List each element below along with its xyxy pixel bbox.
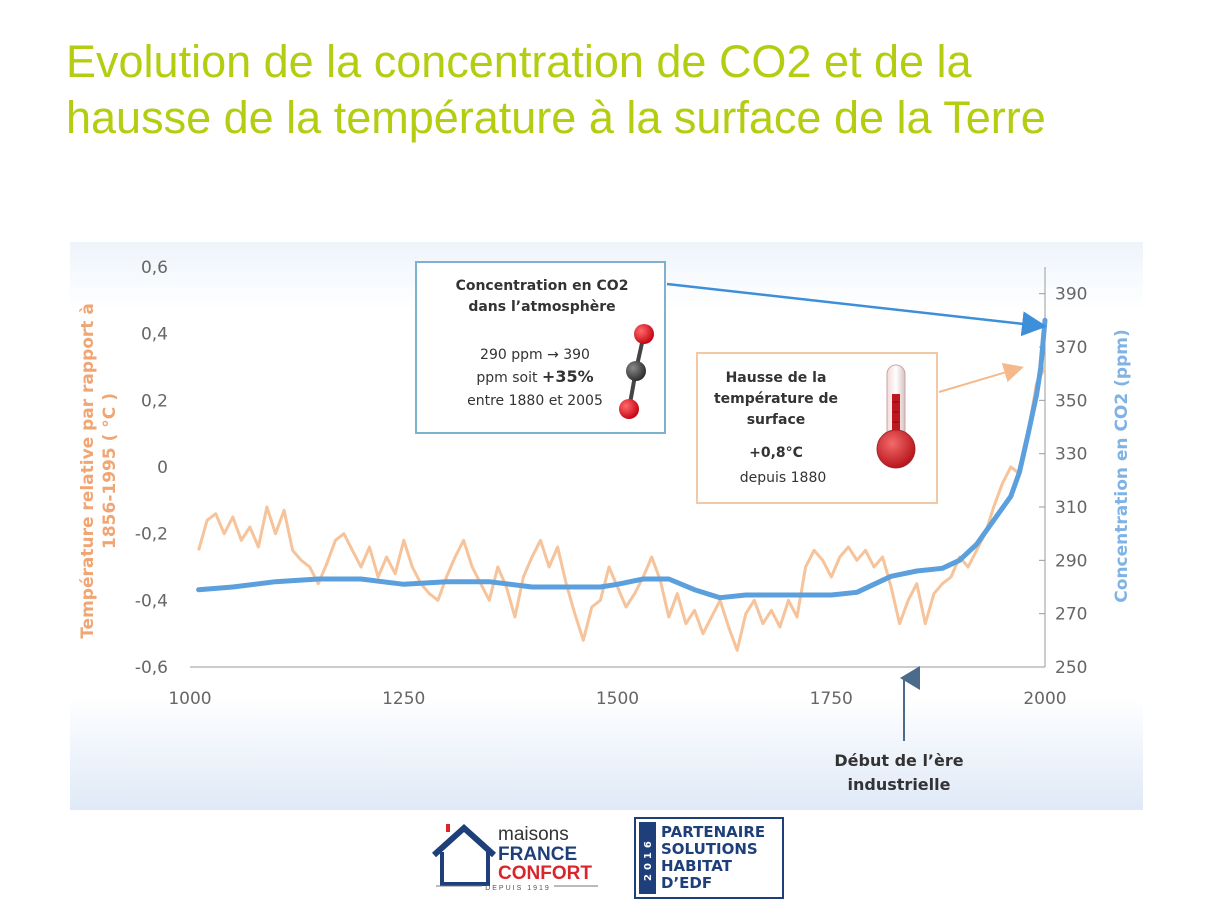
maisons-france-confort-logo: maisons FRANCE CONFORT DEPUIS 1919 (432, 823, 598, 892)
left-axis-label-line2: 1856-1995 ( °C ) (100, 393, 120, 549)
co2-box-percent: +35% (542, 367, 594, 386)
mfc-logo-tagline: DEPUIS 1919 (485, 885, 551, 892)
edf-logo-year: 2016 (643, 837, 654, 881)
x-tick-label: 1250 (382, 689, 425, 709)
co2-box-title-line1: Concentration en CO2 (456, 278, 629, 294)
co2-series-line (196, 317, 1048, 601)
x-axis-ticks: 1000 1250 1500 1750 2000 (168, 689, 1066, 709)
temp-box-value: +0,8°C (749, 445, 803, 461)
left-tick-label: 0,4 (141, 325, 168, 345)
co2-box-body-line3: entre 1880 et 2005 (467, 393, 603, 409)
right-axis-ticks: 390 370 350 330 310 290 270 250 (1039, 285, 1087, 678)
industrial-era-label-line1: Début de l’ère (834, 751, 963, 770)
x-tick-label: 1750 (810, 689, 853, 709)
x-tick-label: 1500 (596, 689, 639, 709)
left-axis-label-line1: Température relative par rapport à (78, 303, 98, 639)
edf-logo-line4: D’EDF (661, 874, 712, 892)
right-tick-label: 390 (1055, 285, 1087, 305)
left-tick-label: 0,2 (141, 391, 168, 411)
right-tick-label: 350 (1055, 391, 1087, 411)
left-tick-label: 0,6 (141, 258, 168, 278)
edf-logo-line3: HABITAT (661, 857, 733, 875)
left-tick-label: -0,2 (135, 525, 168, 545)
co2-box-body-line2: ppm soit +35% (476, 367, 593, 386)
temp-box-since: depuis 1880 (740, 470, 827, 486)
edf-logo-line1: PARTENAIRE (661, 823, 765, 841)
temperature-annotation-arrow (938, 362, 1024, 393)
co2-molecule-icon (619, 324, 654, 419)
mfc-logo-word3: CONFORT (498, 863, 592, 884)
slide-title-line2: hausse de la température à la surface de… (66, 92, 1046, 143)
right-tick-label: 310 (1055, 498, 1087, 518)
co2-box-body-line2-a: ppm soit (476, 370, 542, 386)
temperature-annotation-box: Hausse de la température de surface +0,8… (696, 352, 938, 504)
temp-box-title-line3: surface (747, 412, 806, 428)
edf-partner-logo: 2016 PARTENAIRE SOLUTIONS HABITAT D’EDF (634, 817, 784, 899)
co2-box-title-line2: dans l’atmosphère (468, 299, 615, 315)
temp-box-title-line1: Hausse de la (726, 370, 827, 386)
right-tick-label: 250 (1055, 658, 1087, 678)
right-tick-label: 370 (1055, 338, 1087, 358)
left-tick-label: 0 (157, 458, 168, 478)
temperature-series-line (197, 366, 1047, 652)
temp-box-title-line2: température de (714, 391, 838, 407)
house-logo-icon (432, 823, 497, 886)
left-axis-ticks: 0,6 0,4 0,2 0 -0,2 -0,4 -0,6 (135, 258, 168, 678)
left-tick-label: -0,6 (135, 658, 168, 678)
thermometer-icon (876, 364, 916, 469)
co2-box-body-line1: 290 ppm → 390 (480, 347, 590, 363)
slide-title-line1: Evolution de la concentration de CO2 et … (66, 36, 972, 87)
mfc-logo-word2: FRANCE (498, 844, 577, 865)
right-tick-label: 330 (1055, 445, 1087, 465)
edf-logo-line2: SOLUTIONS (661, 840, 758, 858)
co2-annotation-arrow (666, 282, 1047, 337)
slide-title: Evolution de la concentration de CO2 et … (66, 34, 1186, 146)
right-tick-label: 290 (1055, 551, 1087, 571)
x-tick-label: 1000 (168, 689, 211, 709)
left-tick-label: -0,4 (135, 591, 168, 611)
co2-temperature-chart: 1000 1250 1500 1750 2000 0,6 0,4 0,2 0 -0,2 -0,4 -… (70, 242, 1143, 810)
mfc-logo-word1: maisons (498, 824, 569, 845)
right-tick-label: 270 (1055, 605, 1087, 625)
industrial-era-label-line2: industrielle (848, 775, 951, 794)
co2-annotation-box: Concentration en CO2 dans l’atmosphère 2… (415, 261, 666, 434)
x-tick-label: 2000 (1023, 689, 1066, 709)
right-axis-label: Concentration en CO2 (ppm) (1112, 329, 1132, 602)
